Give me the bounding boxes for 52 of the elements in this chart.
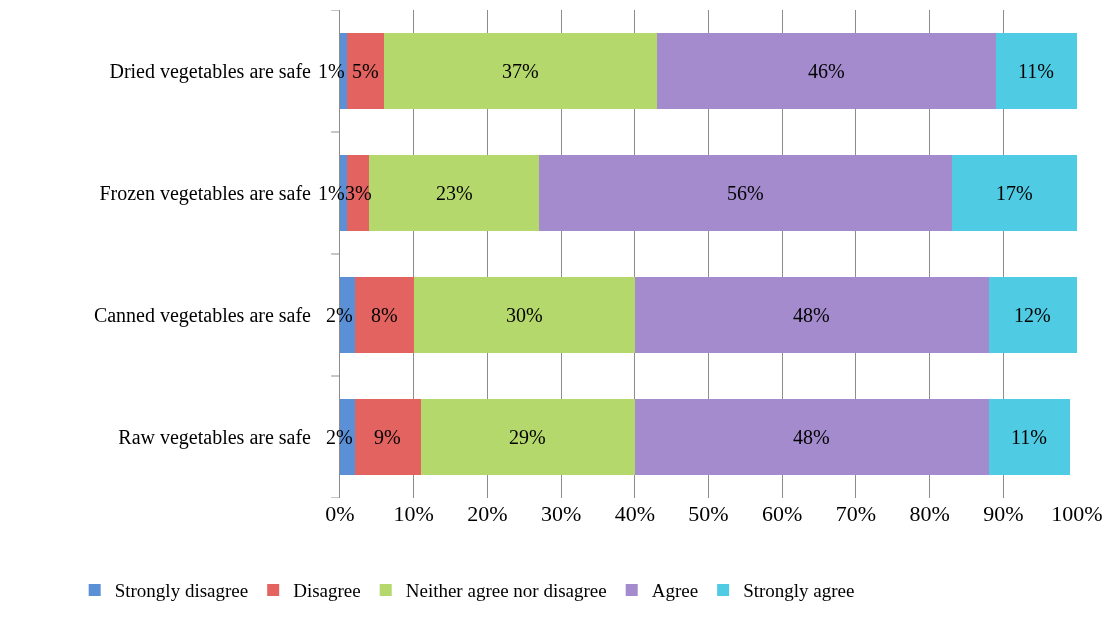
bar (354, 398, 422, 476)
bar (634, 398, 989, 476)
x-tick-label: 20% (467, 501, 508, 526)
x-tick-label: 60% (762, 501, 803, 526)
data-label: 17% (996, 182, 1033, 204)
legend-label: Agree (651, 580, 699, 602)
x-tick-label: 10% (393, 501, 434, 526)
data-label: 12% (1014, 304, 1051, 326)
x-tick-label: 80% (909, 501, 950, 526)
bar (421, 398, 635, 476)
data-label: 48% (793, 304, 830, 326)
data-label: 37% (502, 60, 539, 82)
data-label: 8% (371, 304, 398, 326)
data-label: 23% (436, 182, 473, 204)
data-label: 5% (352, 60, 379, 82)
bar (354, 276, 414, 354)
bar (384, 32, 657, 110)
legend-label: Strongly agree (743, 580, 855, 602)
bar (634, 276, 989, 354)
x-tick-label: 70% (835, 501, 877, 526)
bar (538, 154, 952, 232)
data-label: 29% (509, 426, 546, 448)
bar (951, 154, 1077, 232)
x-tick-label: 40% (614, 501, 655, 526)
legend-label: Strongly disagree (114, 580, 249, 602)
y-tick-label: Canned vegetables are safe (93, 304, 312, 327)
bar (347, 32, 385, 110)
bar (988, 276, 1077, 354)
data-label: 30% (506, 304, 543, 326)
bar (988, 398, 1070, 476)
data-label: 56% (727, 182, 764, 204)
x-tick-label: 30% (540, 501, 582, 526)
y-tick-label: Dried vegetables are safe (109, 60, 312, 83)
data-label: 11% (1011, 426, 1047, 448)
y-tick-label: Frozen vegetables are safe (99, 182, 312, 205)
legend-label: Neither agree nor disagree (405, 580, 607, 602)
y-tick-label: Raw vegetables are safe (118, 426, 312, 449)
data-label: 46% (808, 60, 845, 82)
bar (995, 32, 1077, 110)
bar (656, 32, 996, 110)
data-label: 48% (793, 426, 830, 448)
bar (413, 276, 635, 354)
x-tick-label: 100% (1051, 501, 1103, 526)
data-label: 2% (326, 304, 353, 326)
x-tick-label: 50% (688, 501, 729, 526)
legend-label: Disagree (293, 580, 361, 602)
data-label: 9% (374, 426, 401, 448)
data-label: 2% (326, 426, 353, 448)
x-tick-label: 90% (983, 501, 1024, 526)
bar (369, 154, 539, 232)
x-tick-label: 0% (325, 501, 355, 526)
data-label: 11% (1018, 60, 1054, 82)
